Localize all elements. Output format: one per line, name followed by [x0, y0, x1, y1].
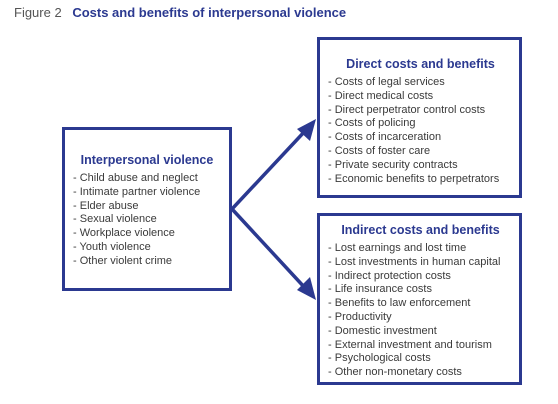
list-item: Costs of policing — [328, 117, 513, 131]
list-item: Other non-monetary costs — [328, 366, 513, 380]
list-item: Elder abuse — [73, 200, 221, 214]
list-item: Lost investments in human capital — [328, 256, 513, 270]
indirect-costs-box: Indirect costs and benefits Lost earning… — [317, 213, 522, 385]
list-item: Sexual violence — [73, 213, 221, 227]
direct-costs-list: Costs of legal services Direct medical c… — [328, 76, 513, 186]
list-item: Direct medical costs — [328, 90, 513, 104]
interpersonal-violence-box: Interpersonal violence Child abuse and n… — [62, 127, 232, 291]
list-item: Costs of incarceration — [328, 131, 513, 145]
arrow-head-indirect — [297, 277, 316, 300]
indirect-costs-list: Lost earnings and lost time Lost investm… — [328, 242, 513, 380]
list-item: Direct perpetrator control costs — [328, 104, 513, 118]
list-item: External investment and tourism — [328, 339, 513, 353]
interpersonal-violence-list: Child abuse and neglect Intimate partner… — [73, 172, 221, 269]
figure-caption: Figure 2 Costs and benefits of interpers… — [14, 5, 346, 20]
figure-number: Figure 2 — [14, 5, 62, 20]
list-item: Youth violence — [73, 241, 221, 255]
arrow-head-direct — [297, 119, 316, 141]
list-item: Other violent crime — [73, 255, 221, 269]
list-item: Benefits to law enforcement — [328, 297, 513, 311]
list-item: Life insurance costs — [328, 283, 513, 297]
arrow-to-direct — [230, 128, 308, 211]
list-item: Private security contracts — [328, 159, 513, 173]
list-item: Economic benefits to perpetrators — [328, 173, 513, 187]
figure-title: Costs and benefits of interpersonal viol… — [72, 5, 347, 20]
list-item: Productivity — [328, 311, 513, 325]
arrow-to-indirect — [230, 207, 308, 291]
list-item: Domestic investment — [328, 325, 513, 339]
list-item: Intimate partner violence — [73, 186, 221, 200]
interpersonal-violence-title: Interpersonal violence — [80, 153, 214, 167]
list-item: Workplace violence — [73, 227, 221, 241]
indirect-costs-title: Indirect costs and benefits — [341, 223, 500, 237]
list-item: Costs of foster care — [328, 145, 513, 159]
list-item: Child abuse and neglect — [73, 172, 221, 186]
list-item: Psychological costs — [328, 352, 513, 366]
list-item: Lost earnings and lost time — [328, 242, 513, 256]
list-item: Costs of legal services — [328, 76, 513, 90]
list-item: Indirect protection costs — [328, 270, 513, 284]
direct-costs-box: Direct costs and benefits Costs of legal… — [317, 37, 522, 198]
direct-costs-title: Direct costs and benefits — [346, 57, 495, 71]
